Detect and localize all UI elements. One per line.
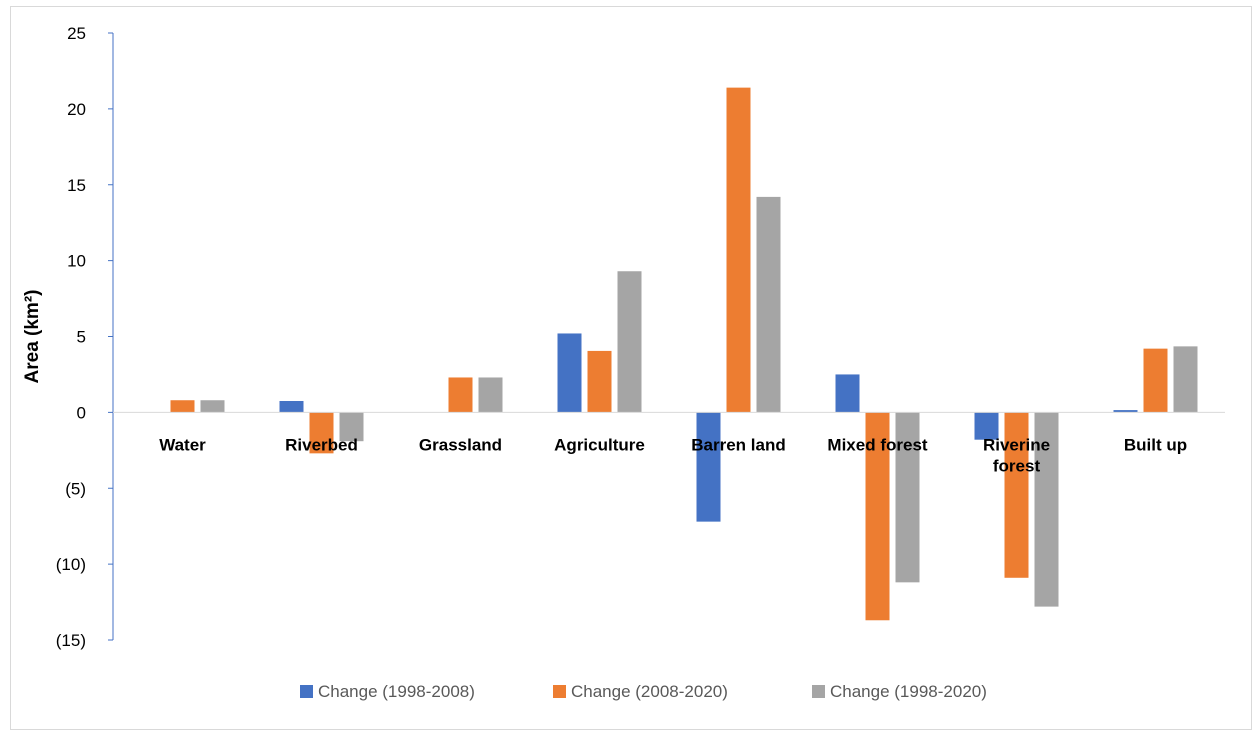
bars (170, 87, 1198, 621)
legend-swatch (812, 685, 825, 698)
category-label-line: Agriculture (554, 435, 645, 454)
y-tick-label: 0 (77, 403, 86, 422)
bar (865, 412, 890, 621)
category-label-line: Barren land (691, 435, 785, 454)
category-label-line: forest (993, 456, 1041, 475)
y-tick-label: 15 (67, 176, 86, 195)
bar (339, 412, 364, 442)
bar (1113, 410, 1138, 413)
legend-swatch (553, 685, 566, 698)
category-label-line: Water (159, 435, 206, 454)
bar (756, 196, 781, 413)
bar (974, 412, 999, 440)
y-tick-label: (10) (56, 555, 86, 574)
category-label: Grassland (419, 435, 502, 454)
category-label: Barren land (691, 435, 785, 454)
category-labels: Water Riverbed Grassland Agriculture Barren … (159, 435, 1187, 475)
bar (835, 374, 860, 413)
y-axis: 25 20 15 10 5 0 (5) (10) (15) (56, 24, 114, 650)
legend-label: Change (1998-2008) (318, 682, 475, 701)
bar (696, 412, 721, 522)
category-label: Riverine forest (983, 435, 1050, 475)
category-label-line: Grassland (419, 435, 502, 454)
legend-label: Change (1998-2020) (830, 682, 987, 701)
bar (309, 412, 334, 454)
bar (1004, 412, 1029, 578)
legend-swatch (300, 685, 313, 698)
bar (1143, 348, 1168, 413)
bar (279, 400, 304, 413)
legend: Change (1998-2008) Change (2008-2020) Chan… (300, 682, 987, 701)
legend-label: Change (2008-2020) (571, 682, 728, 701)
category-label: Agriculture (554, 435, 645, 454)
y-tick-label: 20 (67, 100, 86, 119)
bar (200, 400, 225, 413)
bar (1034, 412, 1059, 607)
bar (1173, 346, 1198, 413)
bar (448, 377, 473, 413)
category-label-line: Riverbed (285, 435, 358, 454)
bar (170, 400, 195, 413)
bar (617, 271, 642, 413)
category-label-line: Mixed forest (827, 435, 927, 454)
bar (726, 87, 751, 413)
bar (895, 412, 920, 583)
y-tick-label: 10 (67, 252, 86, 271)
y-axis-title: Area (km²) (22, 290, 43, 384)
bar (587, 350, 612, 413)
y-tick-label: 5 (77, 328, 86, 347)
category-label: Mixed forest (827, 435, 927, 454)
category-label: Water (159, 435, 206, 454)
y-tick-label: (5) (65, 479, 86, 498)
category-label-line: Riverine (983, 435, 1050, 454)
category-label: Built up (1124, 435, 1187, 454)
y-tick-label: 25 (67, 24, 86, 43)
category-label-line: Built up (1124, 435, 1187, 454)
bar (478, 377, 503, 413)
category-label: Riverbed (285, 435, 358, 454)
bar (557, 333, 582, 413)
y-tick-label: (15) (56, 631, 86, 650)
